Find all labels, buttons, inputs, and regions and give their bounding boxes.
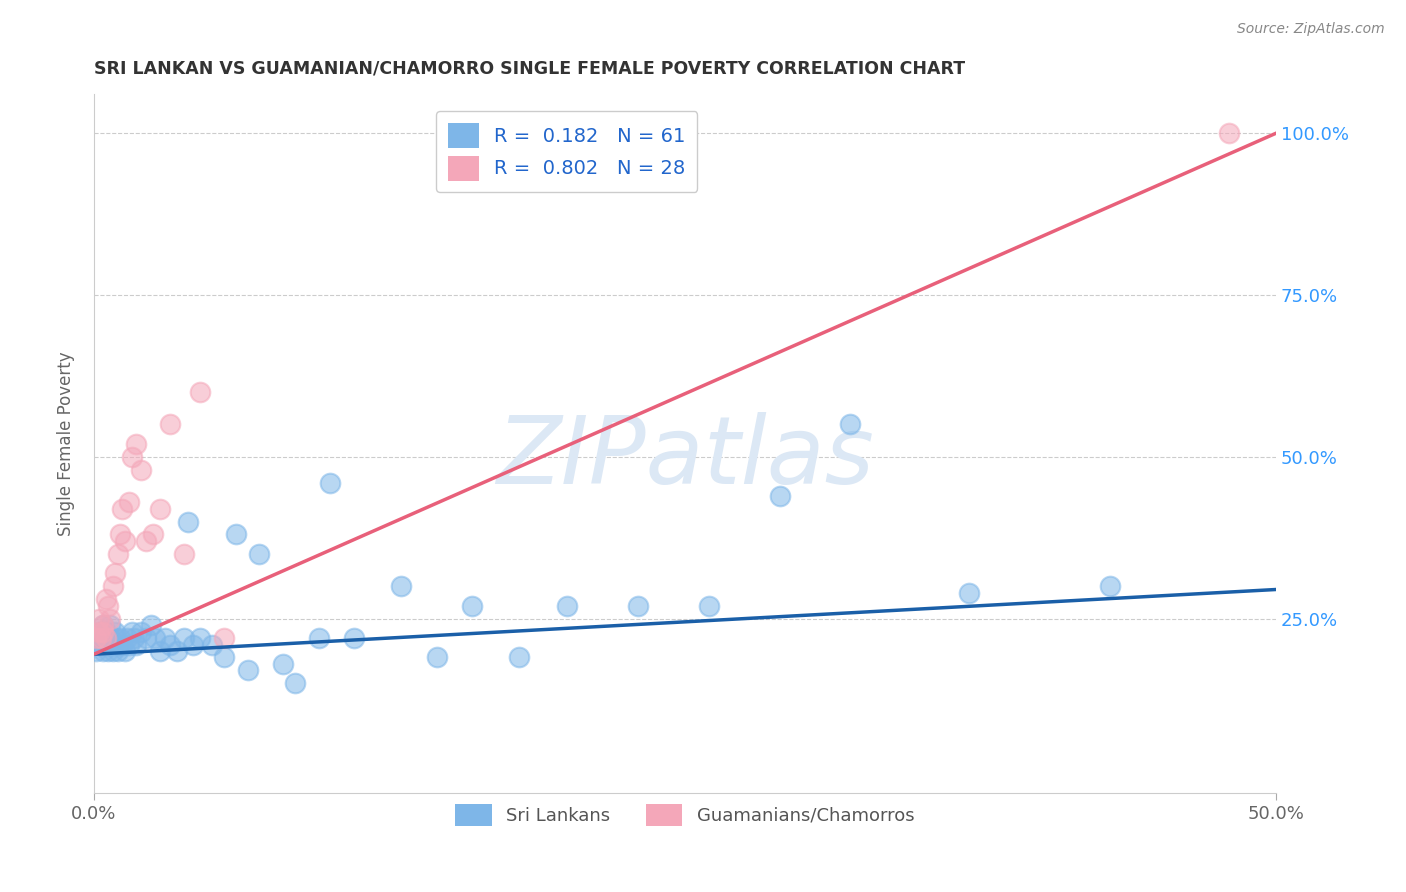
Point bbox=[84, 631, 107, 645]
Point bbox=[87, 624, 110, 639]
Point bbox=[94, 631, 117, 645]
Point bbox=[181, 638, 204, 652]
Point bbox=[101, 579, 124, 593]
Point bbox=[145, 631, 167, 645]
Point bbox=[236, 664, 259, 678]
Point bbox=[104, 624, 127, 639]
Point bbox=[121, 624, 143, 639]
Point bbox=[122, 631, 145, 645]
Point bbox=[135, 631, 157, 645]
Point bbox=[555, 599, 578, 613]
Point bbox=[121, 450, 143, 464]
Point bbox=[188, 631, 211, 645]
Point bbox=[90, 631, 112, 645]
Point bbox=[93, 618, 115, 632]
Point bbox=[129, 624, 152, 639]
Point bbox=[249, 547, 271, 561]
Point bbox=[108, 527, 131, 541]
Point bbox=[166, 644, 188, 658]
Point bbox=[389, 579, 412, 593]
Point bbox=[104, 566, 127, 581]
Point bbox=[118, 495, 141, 509]
Point bbox=[100, 612, 122, 626]
Point bbox=[508, 650, 530, 665]
Point bbox=[94, 592, 117, 607]
Point bbox=[114, 533, 136, 548]
Point bbox=[97, 638, 120, 652]
Point bbox=[308, 631, 330, 645]
Point bbox=[149, 644, 172, 658]
Point bbox=[100, 631, 122, 645]
Point bbox=[159, 638, 181, 652]
Point bbox=[319, 475, 342, 490]
Point bbox=[90, 638, 112, 652]
Legend: Sri Lankans, Guamanians/Chamorros: Sri Lankans, Guamanians/Chamorros bbox=[449, 797, 922, 833]
Point bbox=[212, 631, 235, 645]
Point bbox=[177, 515, 200, 529]
Point bbox=[957, 586, 980, 600]
Y-axis label: Single Female Poverty: Single Female Poverty bbox=[58, 351, 75, 536]
Point bbox=[87, 612, 110, 626]
Point bbox=[426, 650, 449, 665]
Point bbox=[93, 618, 115, 632]
Point bbox=[125, 437, 148, 451]
Point bbox=[94, 631, 117, 645]
Point bbox=[129, 463, 152, 477]
Point bbox=[142, 527, 165, 541]
Point bbox=[627, 599, 650, 613]
Point bbox=[90, 631, 112, 645]
Point bbox=[173, 547, 195, 561]
Point bbox=[107, 638, 129, 652]
Point bbox=[87, 638, 110, 652]
Point bbox=[153, 631, 176, 645]
Text: ZIPatlas: ZIPatlas bbox=[496, 412, 875, 503]
Point bbox=[1218, 126, 1240, 140]
Point bbox=[104, 631, 127, 645]
Point bbox=[114, 644, 136, 658]
Point bbox=[118, 638, 141, 652]
Point bbox=[225, 527, 247, 541]
Point bbox=[87, 624, 110, 639]
Point bbox=[84, 631, 107, 645]
Point bbox=[84, 644, 107, 658]
Point bbox=[108, 631, 131, 645]
Point bbox=[107, 547, 129, 561]
Point bbox=[125, 638, 148, 652]
Point bbox=[139, 618, 162, 632]
Point bbox=[839, 417, 862, 432]
Point bbox=[97, 599, 120, 613]
Text: SRI LANKAN VS GUAMANIAN/CHAMORRO SINGLE FEMALE POVERTY CORRELATION CHART: SRI LANKAN VS GUAMANIAN/CHAMORRO SINGLE … bbox=[94, 60, 965, 78]
Point bbox=[201, 638, 224, 652]
Point bbox=[697, 599, 720, 613]
Point bbox=[101, 644, 124, 658]
Point bbox=[159, 417, 181, 432]
Point bbox=[271, 657, 294, 671]
Point bbox=[93, 624, 115, 639]
Point bbox=[135, 533, 157, 548]
Point bbox=[101, 638, 124, 652]
Point bbox=[111, 638, 134, 652]
Point bbox=[173, 631, 195, 645]
Point bbox=[188, 385, 211, 400]
Point bbox=[93, 644, 115, 658]
Point bbox=[111, 501, 134, 516]
Point bbox=[100, 618, 122, 632]
Text: Source: ZipAtlas.com: Source: ZipAtlas.com bbox=[1237, 22, 1385, 37]
Point bbox=[461, 599, 484, 613]
Point bbox=[97, 644, 120, 658]
Point bbox=[343, 631, 366, 645]
Point bbox=[768, 489, 790, 503]
Point bbox=[94, 624, 117, 639]
Point bbox=[149, 501, 172, 516]
Point bbox=[107, 644, 129, 658]
Point bbox=[1099, 579, 1122, 593]
Point bbox=[284, 676, 307, 690]
Point bbox=[115, 631, 138, 645]
Point bbox=[212, 650, 235, 665]
